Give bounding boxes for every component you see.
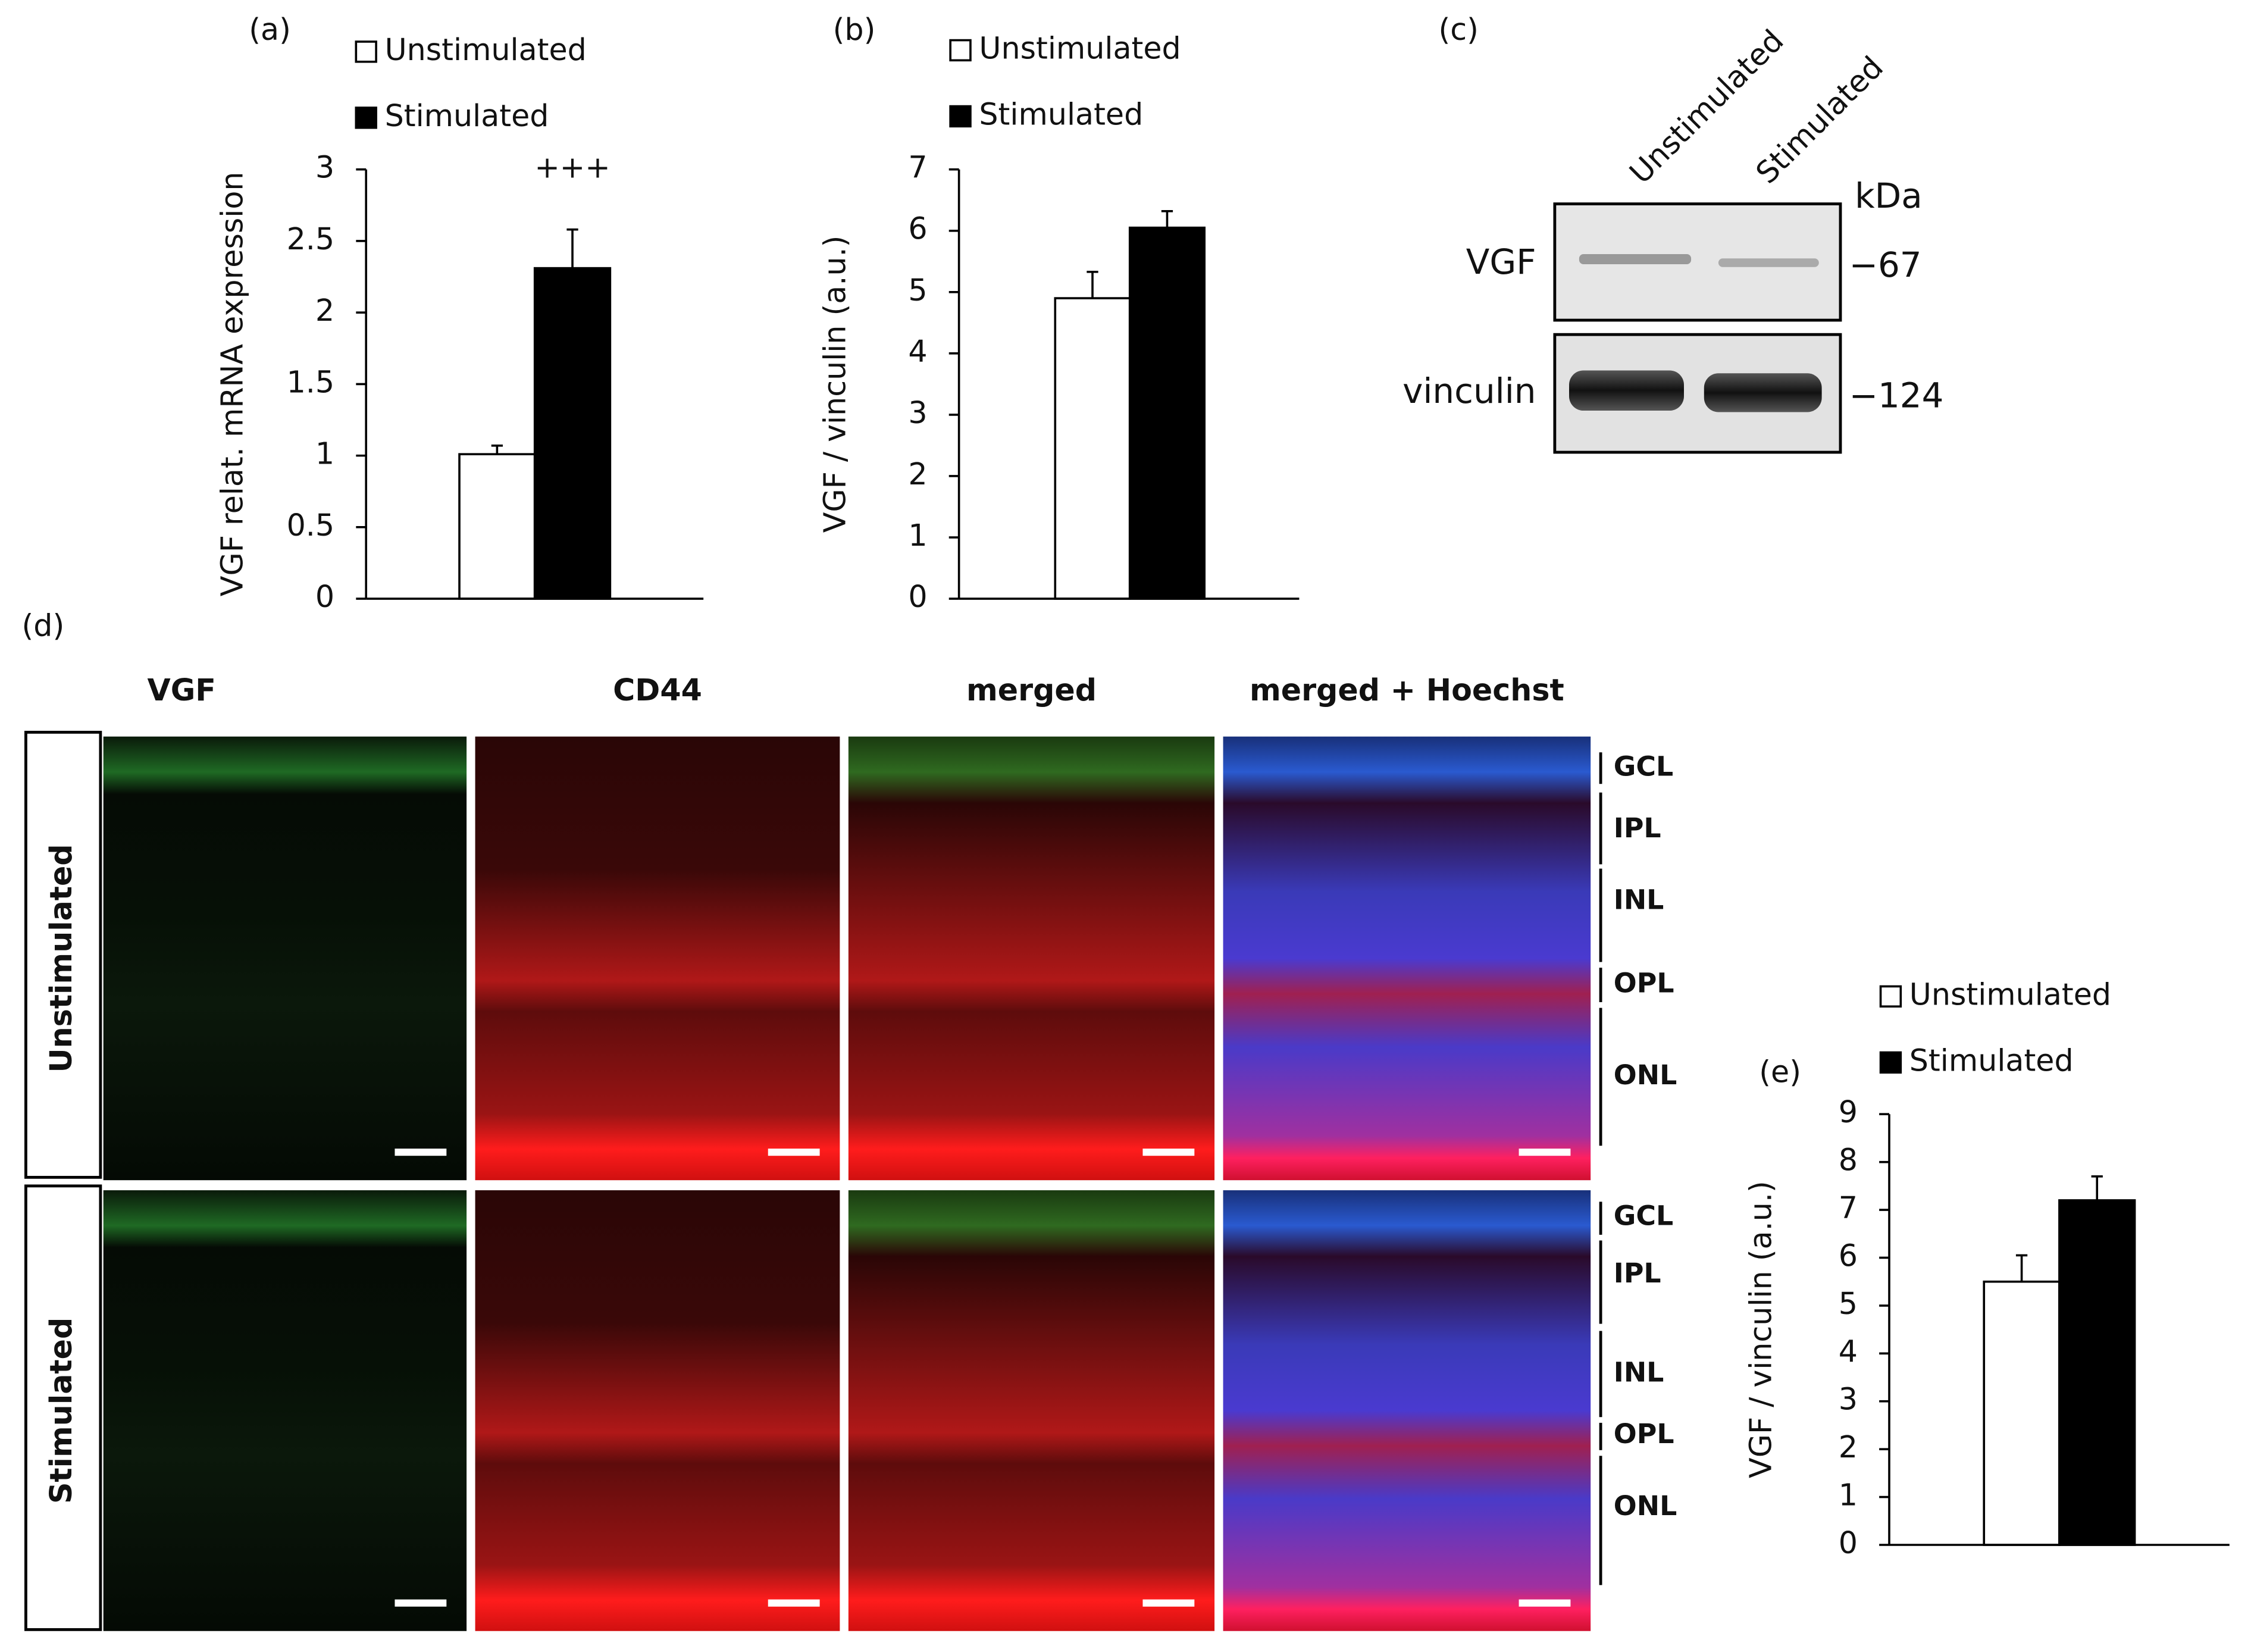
y-tick-label: 1 (315, 436, 334, 471)
scale-bar (395, 1149, 447, 1156)
legend-label: Stimulated (385, 98, 549, 133)
y-tick-label: 5 (908, 273, 927, 308)
legend-swatch (1879, 985, 1902, 1008)
layer-label: IPL (1614, 812, 1661, 844)
y-tick-label: 0 (908, 579, 927, 614)
scale-bar (768, 1599, 820, 1607)
lane-label: Stimulated (1749, 49, 1890, 190)
band-marker: −124 (1849, 375, 1943, 415)
legend-swatch (949, 39, 972, 62)
y-tick-label: 7 (908, 150, 927, 185)
layer-label: ONL (1614, 1059, 1677, 1091)
layer-label: ONL (1614, 1490, 1677, 1522)
row-box (24, 1184, 102, 1631)
y-tick-label: 6 (1839, 1238, 1858, 1273)
panel-label: (d) (22, 608, 65, 643)
column-header: CD44 (613, 672, 702, 708)
legend-label: Unstimulated (385, 32, 587, 67)
scale-bar (395, 1599, 447, 1607)
y-tick-label: 0.5 (287, 508, 335, 543)
scale-bar (1519, 1149, 1571, 1156)
blot-band (1718, 258, 1819, 267)
scale-bar (1142, 1599, 1195, 1607)
panel-label: (a) (249, 12, 291, 47)
y-tick-label: 1 (1839, 1478, 1858, 1513)
y-tick-label: 9 (1839, 1094, 1858, 1130)
y-axis-label: VGF / vinculin (a.u.) (818, 236, 853, 533)
band-label: vinculin (1402, 371, 1536, 411)
y-tick-label: 1.5 (287, 364, 335, 399)
y-tick-label: 6 (908, 211, 927, 246)
micrograph (475, 1190, 840, 1631)
panel-label: (b) (833, 12, 876, 47)
annotation: +++ (534, 149, 610, 184)
legend-swatch (355, 107, 377, 129)
y-tick-label: 0 (315, 579, 334, 614)
micrograph (1223, 736, 1591, 1181)
bar (458, 453, 536, 600)
legend-swatch (949, 105, 972, 128)
column-header: merged + Hoechst (1250, 672, 1564, 708)
legend-label: Unstimulated (979, 30, 1181, 65)
micrograph (475, 736, 840, 1181)
layer-label: OPL (1614, 1418, 1674, 1450)
y-tick-label: 0 (1839, 1525, 1858, 1560)
panel-label: (e) (1759, 1055, 1801, 1090)
micrographs: (d) VGF CD44 merged merged + Hoechst Unstimul… (22, 608, 1677, 1631)
bar (2058, 1199, 2136, 1546)
micrograph (103, 736, 467, 1181)
blot-band (1579, 254, 1692, 264)
y-tick-label: 3 (908, 395, 927, 430)
bar (1054, 297, 1131, 600)
blot-band (1569, 370, 1685, 411)
layer-label: IPL (1614, 1257, 1661, 1289)
legend-swatch (1879, 1051, 1902, 1074)
bar (533, 267, 612, 600)
y-tick-label: 2 (908, 456, 927, 492)
y-tick-label: 4 (1839, 1334, 1858, 1369)
legend-swatch (355, 40, 377, 63)
y-axis-label: VGF / vinculin (a.u.) (1743, 1181, 1779, 1478)
y-tick-label: 3 (1839, 1382, 1858, 1417)
panel-label: (c) (1439, 12, 1479, 47)
micrograph (848, 736, 1215, 1181)
scale-bar (768, 1149, 820, 1156)
blot-band (1704, 373, 1822, 412)
y-tick-label: 8 (1839, 1143, 1858, 1178)
row-label: Unstimulated (43, 844, 79, 1072)
layer-label: INL (1614, 1356, 1664, 1388)
legend-label: Unstimulated (1909, 977, 2111, 1012)
layer-label: GCL (1614, 750, 1673, 782)
y-tick-label: 2 (1839, 1429, 1858, 1465)
y-tick-label: 2 (315, 293, 334, 328)
scale-bar (1519, 1599, 1571, 1607)
column-header: merged (966, 672, 1097, 708)
layer-label: OPL (1614, 967, 1674, 999)
layer-label: INL (1614, 884, 1664, 916)
row-box (24, 731, 102, 1179)
row-label: Stimulated (43, 1318, 79, 1504)
y-tick-label: 7 (1839, 1190, 1858, 1225)
band-marker: −67 (1849, 245, 1921, 285)
y-tick-label: 4 (908, 334, 927, 369)
bar (1128, 226, 1206, 600)
micrograph (1223, 1190, 1591, 1631)
y-tick-label: 2.5 (287, 221, 335, 256)
layer-label: GCL (1614, 1199, 1673, 1231)
band-label: VGF (1466, 242, 1536, 282)
micrograph (848, 1190, 1215, 1631)
column-header: VGF (148, 672, 216, 708)
y-tick-label: 3 (315, 150, 334, 185)
legend-label: Stimulated (1909, 1043, 2074, 1078)
y-tick-label: 5 (1839, 1286, 1858, 1321)
micrograph (103, 1190, 467, 1631)
y-axis-label: VGF relat. mRNA expression (214, 172, 249, 597)
scale-bar (1142, 1149, 1195, 1156)
y-tick-label: 1 (908, 518, 927, 553)
unit-label: kDa (1855, 176, 1923, 216)
legend-label: Stimulated (979, 96, 1143, 132)
bar (1983, 1280, 2061, 1546)
